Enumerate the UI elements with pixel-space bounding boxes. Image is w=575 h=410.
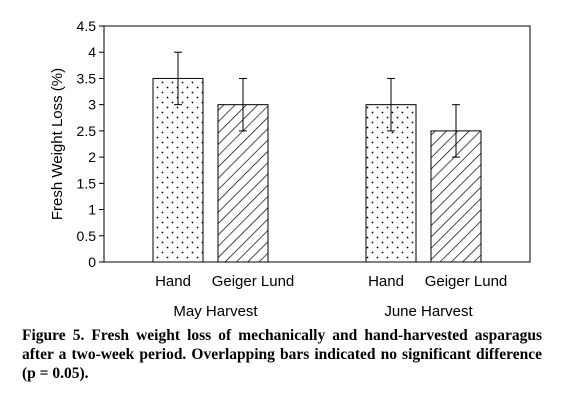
figure-caption: Figure 5. Fresh weight loss of mechanica… xyxy=(22,327,542,382)
y-tick-label: 2.5 xyxy=(77,123,97,139)
x-category-label: Geiger Lund xyxy=(212,273,295,290)
y-tick-label: 2 xyxy=(88,149,96,165)
y-tick-label: 0 xyxy=(88,254,96,270)
y-tick-label: 0.5 xyxy=(77,228,97,244)
x-category-label: Geiger Lund xyxy=(425,273,508,290)
bars xyxy=(152,51,482,263)
y-tick-label: 1.5 xyxy=(77,175,97,191)
x-group-label: May Harvest xyxy=(173,303,258,320)
y-axis-label: Fresh Weight Loss (%) xyxy=(49,68,66,220)
y-axis-ticks: 0 0.5 1 1.5 2 2.5 3 3.5 4 4.5 xyxy=(77,18,104,270)
x-axis-labels: Hand Geiger Lund May Harvest Hand Geiger Lun… xyxy=(155,273,507,320)
y-tick-label: 3 xyxy=(88,97,96,113)
y-tick-label: 3.5 xyxy=(77,70,97,86)
x-category-label: Hand xyxy=(155,273,191,290)
bar-hand xyxy=(152,77,204,263)
x-category-label: Hand xyxy=(368,273,404,290)
y-tick-label: 4 xyxy=(88,44,96,60)
plot-area xyxy=(103,25,531,263)
y-tick-label: 1 xyxy=(88,202,96,218)
y-tick-label: 4.5 xyxy=(77,18,97,34)
x-group-label: June Harvest xyxy=(384,303,473,320)
